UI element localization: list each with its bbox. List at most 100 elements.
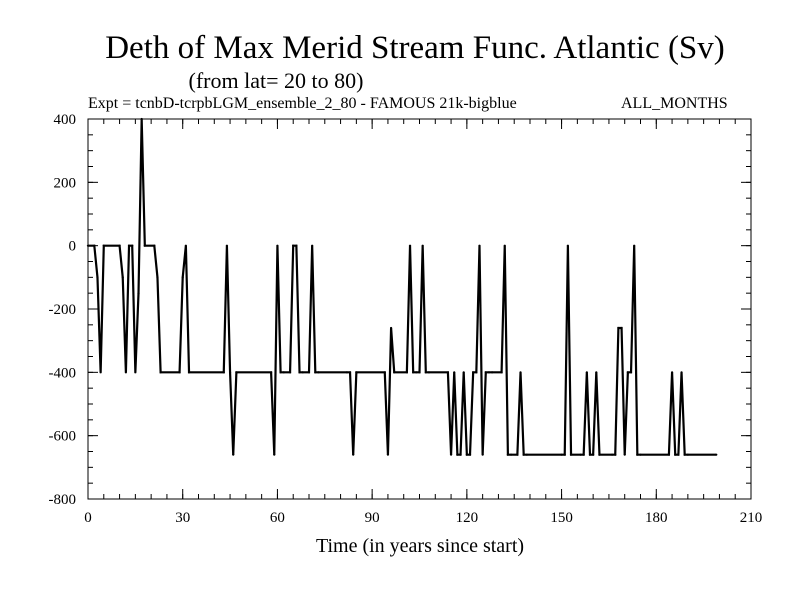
y-tick-label: -600 (49, 429, 77, 445)
data-series-line (88, 118, 717, 456)
data-point (96, 276, 99, 279)
data-point (418, 371, 421, 374)
data-point (408, 244, 412, 247)
data-point (453, 371, 456, 374)
data-point (153, 244, 156, 247)
data-point (412, 371, 415, 374)
data-point (222, 371, 225, 374)
data-point (159, 371, 162, 374)
data-point (683, 453, 686, 456)
data-point (124, 371, 127, 374)
data-point (181, 276, 184, 279)
data-point (509, 453, 513, 456)
x-tick-label: 150 (550, 510, 573, 526)
data-point (667, 453, 671, 456)
data-point (131, 244, 134, 247)
data-point (674, 453, 677, 456)
data-point (232, 453, 235, 456)
data-point (137, 292, 140, 295)
data-point (99, 371, 102, 374)
x-axis-tick-labels: 0 30 60 90 120 150 180 210 (84, 510, 762, 526)
data-point (503, 244, 506, 247)
data-point (629, 371, 633, 374)
data-point (311, 244, 314, 247)
data-point (383, 371, 386, 374)
data-point (680, 371, 683, 374)
data-point (715, 453, 718, 456)
data-point (522, 453, 525, 456)
data-series-points (86, 117, 718, 456)
x-axis-ticks (87, 119, 752, 499)
data-point (456, 453, 459, 456)
data-point (235, 371, 238, 374)
data-point (393, 371, 396, 374)
data-point (317, 371, 320, 374)
data-point (355, 371, 358, 374)
data-point (585, 371, 588, 374)
y-tick-label: 400 (54, 112, 77, 128)
data-point (636, 453, 639, 456)
data-point (415, 371, 418, 374)
data-point (623, 453, 626, 456)
data-point (143, 244, 146, 247)
x-tick-label: 30 (175, 510, 190, 526)
data-point (484, 371, 487, 374)
data-point (288, 371, 292, 374)
data-point (345, 371, 348, 374)
data-point (468, 453, 472, 456)
y-axis-ticks (88, 118, 751, 500)
data-point (598, 453, 601, 456)
data-point (506, 453, 509, 456)
data-point (459, 453, 462, 456)
data-point (491, 371, 494, 374)
y-axis-tick-labels: 400 200 0 -200 -400 -600 -800 (49, 112, 77, 508)
data-point (588, 453, 592, 456)
data-point (121, 276, 124, 279)
data-point (449, 453, 453, 456)
y-tick-label: -200 (49, 302, 77, 318)
data-point (424, 371, 427, 374)
data-point (639, 453, 642, 456)
data-point (592, 453, 595, 456)
data-point (633, 244, 636, 247)
experiment-label: Expt = tcnbD-tcrpbLGM_ensemble_2_80 - FA… (88, 95, 517, 112)
data-point (386, 453, 390, 456)
data-point (614, 453, 617, 456)
data-point (525, 453, 528, 456)
data-point (276, 244, 279, 247)
y-tick-label: 200 (54, 175, 77, 191)
data-point (314, 371, 317, 374)
data-point (228, 371, 232, 374)
x-axis-label: Time (in years since start) (316, 535, 524, 557)
data-point (279, 371, 282, 374)
data-point (427, 371, 431, 374)
chart-subtitle: (from lat= 20 to 80) (189, 68, 364, 93)
data-point (270, 371, 273, 374)
data-point (389, 326, 393, 330)
data-point (273, 453, 276, 456)
x-tick-label: 210 (740, 510, 763, 526)
data-point (348, 371, 352, 374)
data-point (225, 244, 229, 247)
data-point (582, 453, 585, 456)
data-point (620, 326, 623, 330)
data-point (140, 117, 143, 121)
data-point (446, 371, 450, 374)
data-point (282, 371, 285, 374)
x-tick-label: 120 (456, 510, 479, 526)
data-point (560, 453, 563, 456)
data-point (617, 326, 620, 330)
data-point (500, 371, 503, 374)
data-point (127, 244, 131, 247)
data-point (184, 244, 187, 247)
data-point (86, 244, 90, 247)
chart-title: Deth of Max Merid Stream Func. Atlantic … (105, 30, 725, 66)
data-point (465, 453, 468, 456)
y-tick-label: 0 (69, 239, 77, 255)
data-point (566, 244, 569, 247)
data-point (405, 371, 408, 374)
data-point (478, 244, 481, 247)
data-point (421, 244, 424, 247)
data-point (307, 371, 311, 374)
data-point (93, 244, 96, 247)
